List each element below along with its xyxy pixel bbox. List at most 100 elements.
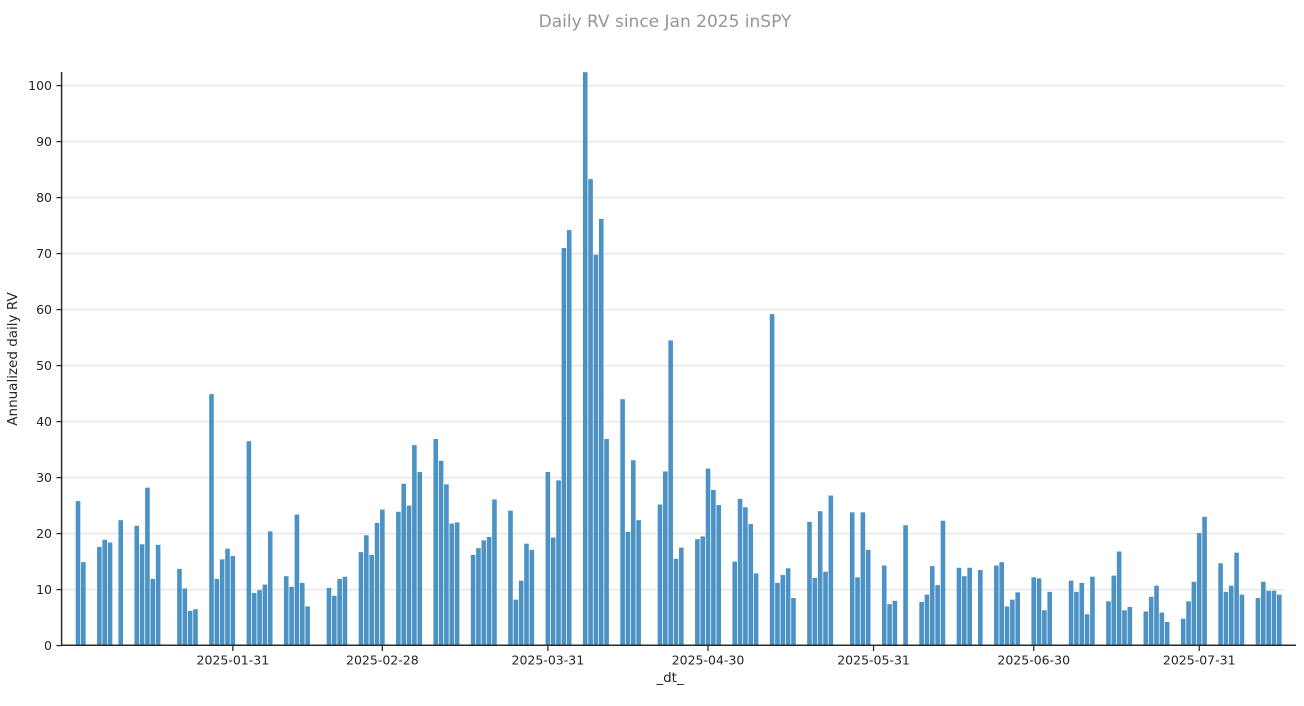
- rv-bar-2025-07-25: [1164, 622, 1170, 646]
- rv-bar-2025-05-14: [780, 575, 786, 646]
- x-tick-label-2025-02-28: 2025-02-28: [346, 653, 419, 668]
- rv-bar-2025-03-12: [444, 484, 449, 646]
- rv-bar-2025-04-02: [556, 480, 561, 646]
- rv-bar-2025-01-28: [214, 578, 220, 646]
- gridlines: [62, 84, 1284, 591]
- rv-bar-2025-01-24: [193, 609, 198, 646]
- rv-bar-2025-05-20: [812, 577, 818, 646]
- x-tick-label-2025-01-31: 2025-01-31: [197, 653, 270, 668]
- rv-bar-2025-04-24: [673, 558, 679, 646]
- rv-bar-2025-06-12: [935, 585, 940, 646]
- rv-bar-2025-07-10: [1084, 614, 1090, 646]
- rv-bar-2025-05-28: [855, 577, 860, 646]
- rv-bar-2025-03-03: [396, 511, 401, 646]
- rv-bar-2025-08-08: [1239, 594, 1245, 646]
- rv-bar-2025-06-11: [929, 566, 935, 646]
- rv-bar-2025-03-14: [454, 522, 460, 646]
- rv-bar-2025-06-24: [999, 562, 1004, 646]
- rv-bar-2025-07-24: [1159, 612, 1165, 646]
- rv-bar-2025-07-09: [1079, 582, 1085, 646]
- rv-bar-2025-05-21: [817, 511, 823, 646]
- rv-bar-2025-05-30: [865, 549, 871, 646]
- rv-bar-2025-01-16: [150, 578, 156, 646]
- rv-bar-2025-04-17: [636, 520, 641, 646]
- rv-bar-2025-04-28: [695, 539, 700, 646]
- rv-bar-2025-05-22: [823, 571, 828, 646]
- rv-bar-2025-08-12: [1261, 581, 1266, 646]
- rv-bar-2025-02-25: [364, 535, 369, 646]
- rv-bar-2025-01-31: [230, 556, 236, 646]
- rv-bar-2025-06-17: [962, 576, 967, 646]
- y-tick-label-10: 10: [36, 582, 52, 597]
- y-tick-label-100: 100: [28, 78, 52, 93]
- rv-bar-2025-03-31: [545, 472, 551, 646]
- rv-bar-2025-03-25: [513, 599, 519, 646]
- rv-bar-2025-04-25: [679, 547, 684, 646]
- rv-bar-2025-05-02: [716, 505, 722, 646]
- y-tick-label-60: 60: [36, 302, 52, 317]
- rv-bar-2025-02-03: [246, 441, 252, 646]
- rv-bar-2025-06-04: [892, 600, 898, 646]
- rv-bar-2025-07-01: [1036, 578, 1042, 646]
- rv-bar-2025-03-05: [406, 505, 412, 646]
- rv-bar-2025-06-25: [1004, 606, 1010, 646]
- rv-bar-2025-06-10: [924, 594, 930, 646]
- rv-bar-2025-06-06: [903, 525, 908, 646]
- rv-bar-2025-02-11: [289, 586, 294, 646]
- rv-bar-2025-03-06: [412, 445, 417, 646]
- rv-bar-2025-05-06: [737, 498, 743, 646]
- rv-bar-2025-02-20: [337, 578, 342, 646]
- rv-bar-2025-08-04: [1218, 563, 1223, 646]
- rv-bar-2025-07-18: [1127, 606, 1133, 646]
- rv-bar-2025-04-10: [598, 218, 604, 646]
- rv-bar-2025-01-10: [118, 520, 124, 646]
- rv-bar-2025-04-23: [668, 340, 673, 646]
- rv-bar-2025-06-26: [1010, 599, 1015, 646]
- rv-bar-2025-04-14: [620, 399, 625, 646]
- rv-bar-2025-05-15: [785, 568, 791, 646]
- rv-bar-2025-04-04: [566, 230, 572, 646]
- rv-bar-2025-02-26: [369, 554, 374, 646]
- rv-bar-2025-06-16: [956, 567, 962, 646]
- rv-bar-2025-03-24: [508, 510, 513, 646]
- y-tick-label-40: 40: [36, 414, 52, 429]
- rv-bar-2025-05-29: [860, 512, 866, 646]
- rv-bar-2025-03-10: [433, 438, 439, 646]
- rv-bar-2025-07-16: [1116, 551, 1122, 646]
- rv-bar-2025-03-04: [401, 483, 406, 646]
- rv-bar-2025-02-10: [283, 576, 289, 646]
- rv-bar-2025-02-12: [294, 514, 300, 646]
- rv-bar-2025-04-03: [561, 248, 567, 646]
- rv-bar-2025-02-14: [305, 606, 310, 646]
- rv-bar-2025-01-03: [81, 562, 86, 646]
- rv-bar-2025-03-17: [470, 554, 476, 646]
- rv-bar-2025-05-12: [769, 314, 775, 646]
- rv-bar-2025-03-18: [476, 548, 481, 646]
- rv-bar-2025-03-11: [438, 460, 444, 646]
- rv-bar-2025-07-31: [1196, 533, 1202, 646]
- rv-bar-2025-03-28: [529, 549, 535, 646]
- rv-bar-2025-04-11: [604, 438, 609, 646]
- rv-bar-2025-02-18: [326, 587, 332, 646]
- rv-bar-2025-06-20: [978, 570, 983, 646]
- rv-bar-2025-01-02: [75, 501, 81, 646]
- rv-bar-2025-02-06: [262, 584, 268, 646]
- rv-bar-2025-07-17: [1122, 610, 1127, 646]
- rv-bar-2025-05-27: [849, 512, 855, 646]
- y-axis-label: Annualized daily RV: [5, 292, 21, 426]
- x-tick-label-2025-06-30: 2025-06-30: [997, 653, 1070, 668]
- y-axis-ticks: 0 10 20 30 40 50 60 70 80 90 100: [28, 78, 62, 653]
- x-tick-label-2025-03-31: 2025-03-31: [512, 653, 585, 668]
- rv-bar-2025-02-27: [374, 522, 380, 646]
- rv-bar-2025-07-11: [1090, 576, 1095, 646]
- rv-bar-2025-03-27: [524, 543, 529, 646]
- rv-bar-2025-08-01: [1202, 516, 1207, 646]
- rv-bar-2025-08-05: [1223, 591, 1229, 646]
- rv-bar-2025-07-21: [1143, 611, 1149, 646]
- rv-bar-2025-07-08: [1074, 591, 1079, 646]
- rv-bar-2025-04-16: [630, 460, 636, 646]
- rv-bar-2025-03-21: [492, 499, 497, 646]
- rv-bar-2025-06-27: [1015, 592, 1020, 646]
- rv-bar-2025-06-23: [994, 565, 999, 646]
